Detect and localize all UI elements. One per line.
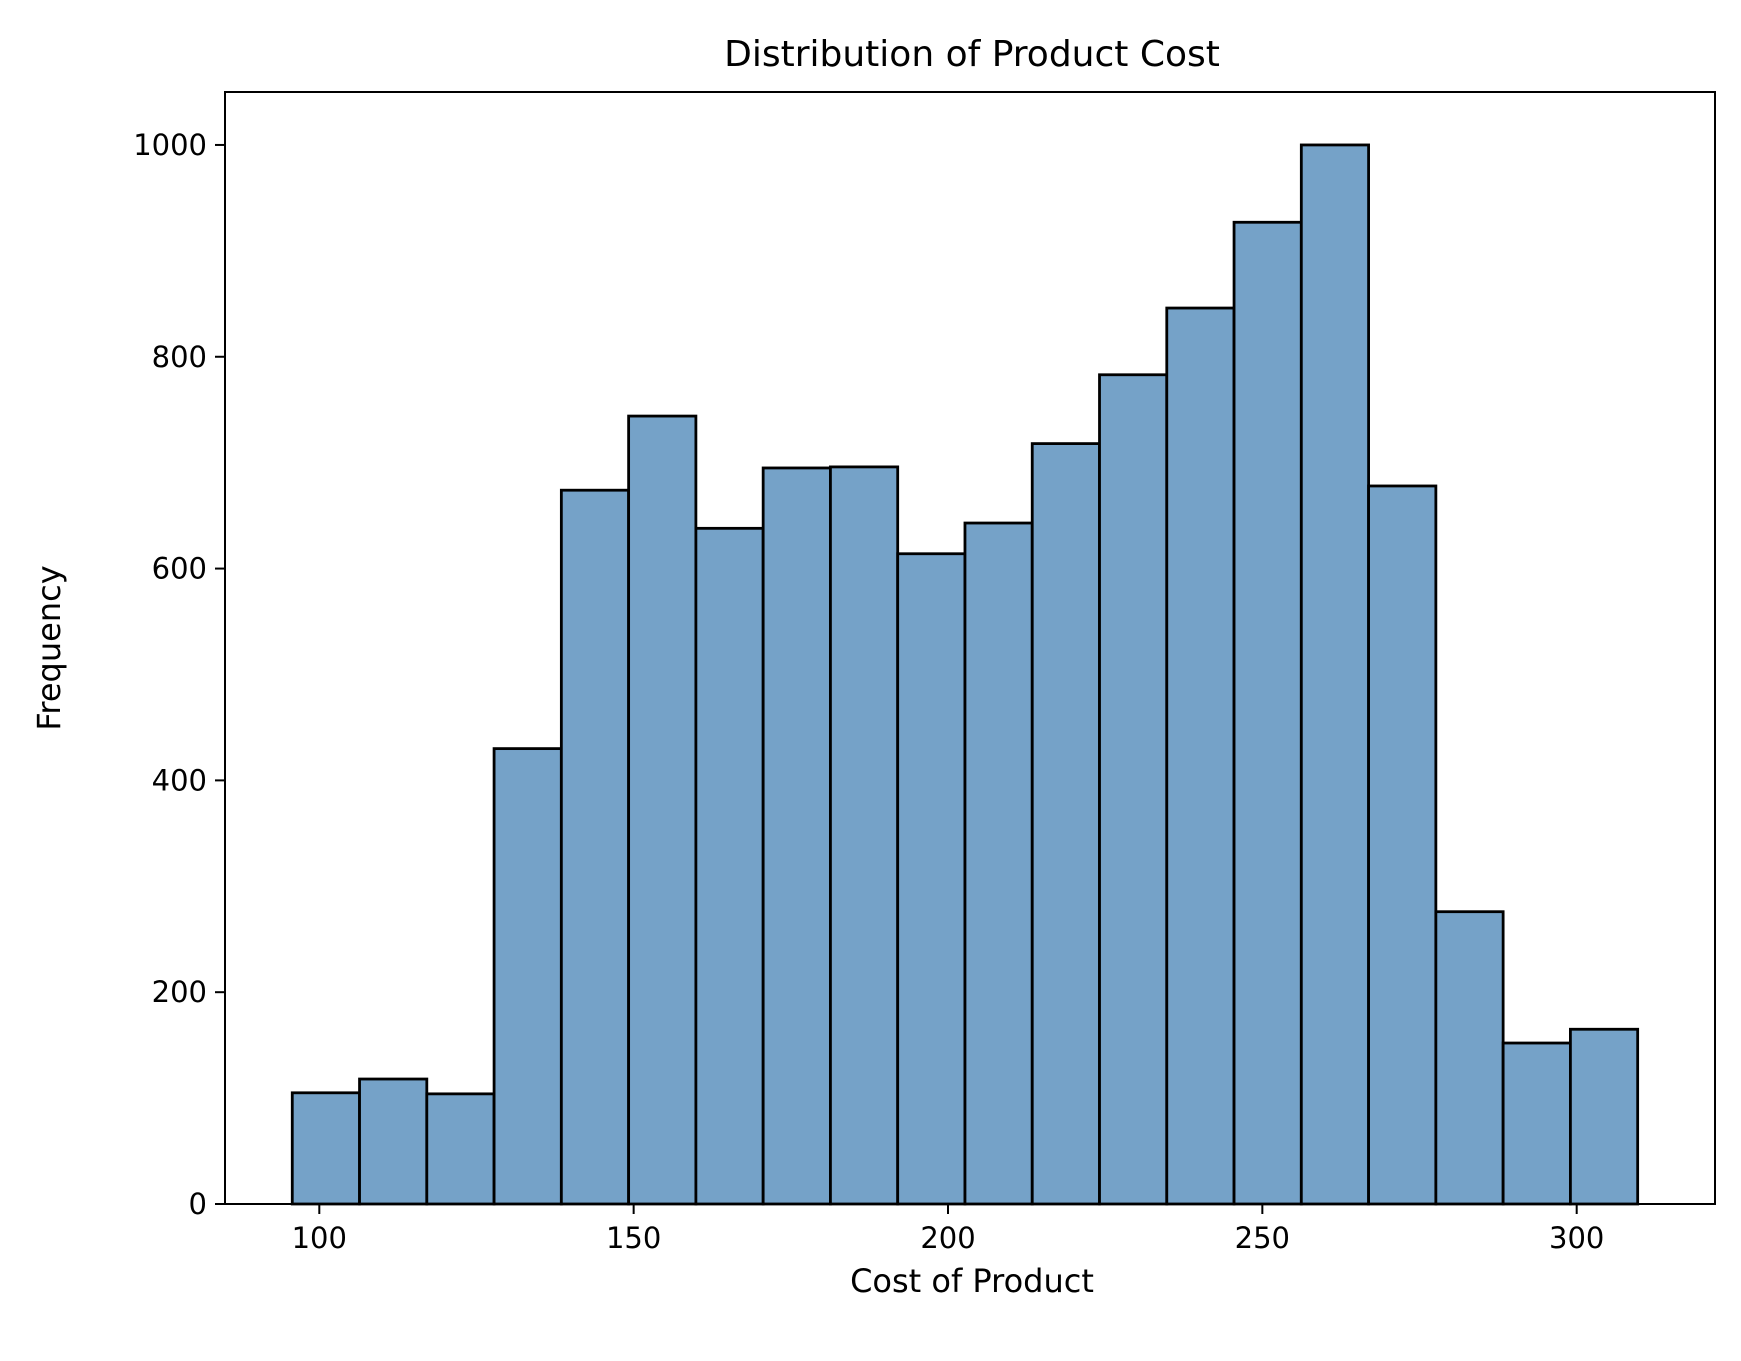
- histogram-bar: [1501, 1041, 1572, 1206]
- x-tick-label: 150: [606, 1221, 661, 1255]
- histogram-bar: [1030, 442, 1101, 1206]
- x-axis-ticks: 100 150 200 250 300: [292, 1204, 1604, 1255]
- histogram-bar: [425, 1092, 496, 1206]
- histogram-bar: [963, 521, 1034, 1206]
- histogram-bar: [559, 488, 631, 1206]
- x-tick-label: 250: [1235, 1221, 1290, 1255]
- y-tick-label: 600: [152, 552, 207, 586]
- x-tick-label: 300: [1549, 1221, 1604, 1255]
- y-tick-label: 0: [189, 1187, 207, 1221]
- histogram-bar: [1098, 373, 1169, 1206]
- histogram-bar: [1165, 306, 1236, 1206]
- chart-title: Distribution of Product Cost: [724, 34, 1220, 75]
- histogram-bar: [761, 466, 832, 1206]
- y-axis-ticks: 0 200 400 600 800 1000: [133, 128, 225, 1221]
- histogram-bar: [1569, 1027, 1640, 1206]
- histogram-bar: [290, 1091, 361, 1206]
- histogram-bar: [627, 414, 698, 1206]
- histogram-bar: [1299, 143, 1370, 1206]
- histogram-bar: [694, 526, 765, 1206]
- histogram-bar: [358, 1077, 429, 1206]
- histogram-bar: [1434, 910, 1505, 1206]
- y-axis-label: Frequency: [30, 565, 68, 730]
- y-tick-label: 400: [152, 763, 207, 797]
- histogram-bar: [1232, 220, 1303, 1206]
- y-tick-label: 1000: [133, 128, 207, 162]
- y-tick-label: 800: [152, 340, 207, 374]
- histogram-bar: [829, 465, 900, 1206]
- histogram-bar: [1367, 484, 1438, 1206]
- x-tick-label: 100: [292, 1221, 347, 1255]
- x-tick-label: 200: [920, 1221, 975, 1255]
- histogram-bar: [492, 747, 563, 1206]
- bars: [290, 143, 1640, 1206]
- histogram-bar: [896, 552, 967, 1206]
- x-axis-label: Cost of Product: [850, 1262, 1094, 1300]
- y-tick-label: 200: [152, 975, 207, 1009]
- plot-frame: [224, 91, 1716, 1205]
